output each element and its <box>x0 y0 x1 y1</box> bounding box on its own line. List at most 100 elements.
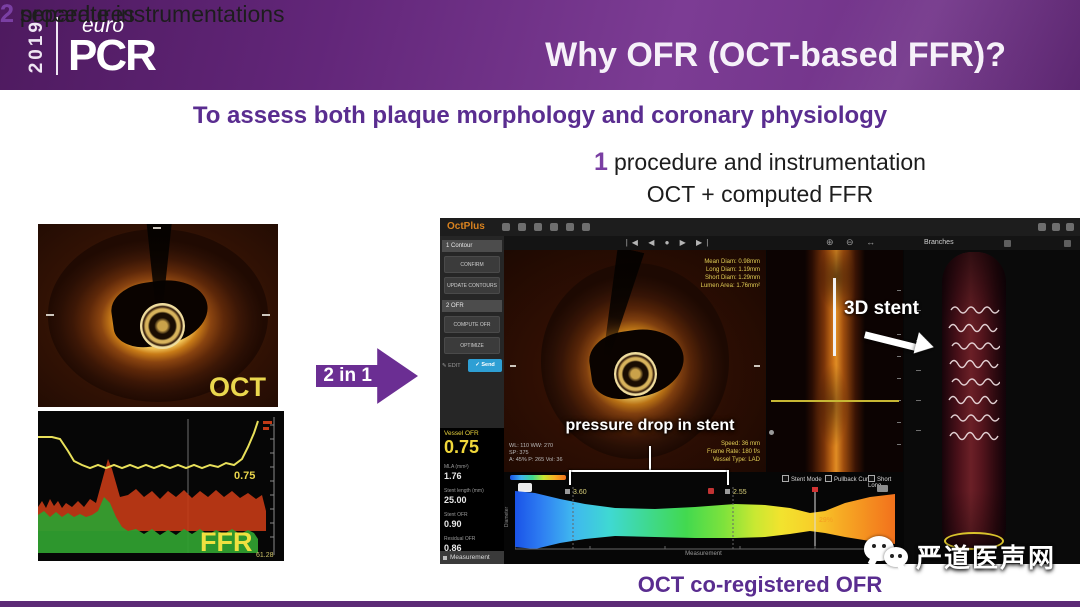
play-icon[interactable]: ● <box>664 238 674 247</box>
stent-length-value: 25.00 <box>444 495 467 505</box>
workflow-sidebar: 1 Contour CONFIRM UPDATE CONTOURS 2 OFR … <box>440 236 504 564</box>
oct-live-view: Mean Diam: 0.98mm Long Diam: 1.19mm Shor… <box>504 250 766 472</box>
bracket-cap-right <box>727 470 729 485</box>
confirm-button[interactable]: CONFIRM <box>444 256 500 273</box>
logo-pcr-text: PCR <box>68 31 157 80</box>
edit-button[interactable]: ✎ EDIT <box>442 363 461 369</box>
marker-handle[interactable] <box>725 489 730 494</box>
bookmark-icon[interactable] <box>566 223 574 231</box>
update-contours-button[interactable]: UPDATE CONTOURS <box>444 277 500 294</box>
minimize-icon[interactable] <box>1038 223 1046 231</box>
bracket-stem <box>649 446 651 471</box>
oct-tick-mark <box>510 365 516 368</box>
pullback-curve-checkbox[interactable]: Pullback Curve <box>825 475 874 483</box>
ffr-graph-svg: 0.75 FFR 61.28 <box>38 417 275 559</box>
marker-handle[interactable] <box>565 489 570 494</box>
wechat-eye <box>898 554 902 558</box>
vessel-profile-svg: 3.60 2.55 29% <box>515 487 895 550</box>
value-badge <box>518 483 532 492</box>
wechat-eye <box>872 544 876 548</box>
header-banner: 2019 euro PCR Why OFR (OCT-based FFR)? <box>0 0 1080 90</box>
measurement-line: Short Diam: 1.29mm <box>704 275 760 281</box>
oct-catheter <box>140 302 185 349</box>
legend-mark-red <box>263 427 269 430</box>
pullback-settings-info: Speed: 36 mm Frame Rate: 180 f/s Vessel … <box>707 440 760 464</box>
legend-mark-red <box>263 421 272 424</box>
wechat-bubble-small <box>884 547 908 567</box>
short-long-checkbox[interactable]: Short Long <box>868 475 903 489</box>
oct-image-label: OCT <box>209 372 266 402</box>
x-axis-label: Measurement <box>685 551 722 557</box>
residual-ofr-value: 0.86 <box>444 543 462 553</box>
right-line-1: 1 procedure and instrumentation <box>440 148 1080 177</box>
skip-start-icon[interactable]: |◀ <box>625 238 642 247</box>
ofr-color-scale <box>510 475 566 480</box>
maximize-icon[interactable] <box>1052 223 1060 231</box>
edit-icon[interactable] <box>534 223 542 231</box>
optimize-button[interactable]: OPTIMIZE <box>444 337 500 354</box>
vessel-diameter-profile <box>515 491 895 549</box>
app-titlebar: OctPlus <box>440 218 1080 236</box>
diameter-value-right: 2.55 <box>733 489 747 496</box>
ffr-value: 0.75 <box>234 470 255 482</box>
left-line-1-text: procedures <box>19 1 135 27</box>
wechat-eye <box>882 544 886 548</box>
left-line-1-number: 2 <box>0 0 14 28</box>
playback-controls[interactable]: |◀ ◀ ● ▶ ▶| <box>604 238 734 247</box>
3d-stent-annotation: 3D stent <box>844 298 919 319</box>
measurement-line: Mean Diam: 0.98mm <box>704 259 760 265</box>
stenosis-label: 29% <box>819 517 834 524</box>
checkbox-label: Stent Mode <box>791 477 822 483</box>
wechat-icon <box>864 536 916 576</box>
3d-stent-mesh <box>948 306 1000 441</box>
oct-catheter <box>614 352 658 397</box>
info-line: Vessel Type: LAD <box>712 457 760 463</box>
cursor-marker <box>812 487 818 492</box>
europcr-logo: 2019 euro PCR <box>26 6 157 86</box>
step-forward-icon[interactable]: ▶ <box>679 238 690 247</box>
info-line: Speed: 36 mm <box>720 441 760 447</box>
vessel-end-ring <box>944 532 1004 550</box>
skip-end-icon[interactable]: ▶| <box>696 238 713 247</box>
ffr-pressure-graph: 0.75 FFR 61.28 <box>38 411 284 561</box>
search-icon[interactable] <box>582 223 590 231</box>
stent-length-label: Stent length (mm) <box>444 488 484 494</box>
stent-mode-checkbox[interactable]: Stent Mode <box>782 475 822 483</box>
checkbox-label: Short Long <box>868 477 892 489</box>
zoom-tools[interactable]: ⊕ ⊖ ↔ <box>826 237 881 247</box>
grid-icon[interactable] <box>1064 240 1071 247</box>
layout-icon[interactable] <box>1004 240 1011 247</box>
close-icon[interactable] <box>1066 223 1074 231</box>
chart-options-button[interactable] <box>877 485 888 492</box>
diameter-value-left: 3.60 <box>573 489 587 496</box>
bracket-bar <box>569 470 729 472</box>
measure-icon[interactable] <box>550 223 558 231</box>
branches-panel-title: Branches <box>924 239 954 246</box>
measurement-section[interactable]: Measurement <box>440 551 504 564</box>
lumen-profile-line <box>771 400 899 402</box>
two-in-one-arrow: 2 in 1 <box>316 348 418 404</box>
frame-marker-dot <box>769 430 774 435</box>
vessel-ofr-value: 0.75 <box>444 437 480 457</box>
wechat-eye <box>890 554 894 558</box>
send-button[interactable]: ✓ Send <box>468 359 502 372</box>
panel-header-strip: |◀ ◀ ● ▶ ▶| ⊕ ⊖ ↔ Branches <box>504 236 1080 250</box>
section-contour: 1 Contour <box>442 240 502 252</box>
ffr-sub-value: 61.28 <box>256 552 274 559</box>
stent-ofr-value: 0.90 <box>444 519 462 529</box>
left-line-1: 2 procedures <box>0 0 135 29</box>
logo-euro-text: euro <box>82 14 125 37</box>
oct-tick-mark <box>262 313 270 316</box>
oct-tick-mark <box>754 365 760 368</box>
ofr-results-panel: Vessel OFR 0.75 MLA (mm²) 1.76 Stent len… <box>440 428 504 554</box>
mla-value: 1.76 <box>444 471 462 481</box>
capture-icon[interactable] <box>518 223 526 231</box>
axis-ticks <box>270 424 274 538</box>
checkbox-label: Pullback Curve <box>834 477 875 483</box>
left-line-2-number: 2 <box>0 0 14 28</box>
settings-icon[interactable] <box>502 223 510 231</box>
step-back-icon[interactable]: ◀ <box>648 238 659 247</box>
branches-3d-panel <box>904 250 1080 564</box>
compute-ofr-button[interactable]: COMPUTE OFR <box>444 316 500 333</box>
